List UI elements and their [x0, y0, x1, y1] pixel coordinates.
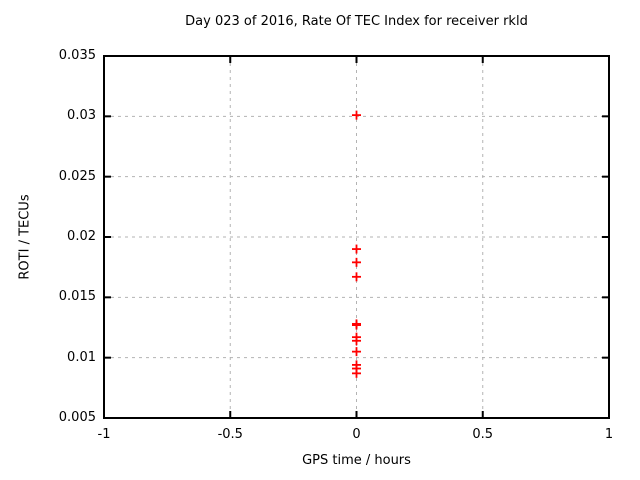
plot-border — [103, 55, 610, 419]
y-tick-label: 0.005 — [58, 410, 96, 425]
y-tick-label: 0.025 — [58, 168, 96, 184]
x-tick-label: -0.5 — [217, 427, 243, 442]
y-tick-label: 0.03 — [67, 108, 96, 124]
y-tick-label: 0.035 — [58, 48, 96, 63]
x-tick-label: 0.5 — [472, 427, 494, 442]
x-tick-label: 1 — [604, 427, 614, 442]
y-tick-label: 0.02 — [67, 229, 96, 244]
chart-title: Day 023 of 2016, Rate Of TEC Index for r… — [185, 14, 528, 29]
x-tick-label: -1 — [97, 427, 111, 442]
x-tick-label: 0 — [352, 427, 361, 442]
x-axis-label: GPS time / hours — [302, 453, 411, 468]
y-tick-label: 0.015 — [58, 289, 96, 305]
y-tick-label: 0.01 — [67, 349, 96, 365]
